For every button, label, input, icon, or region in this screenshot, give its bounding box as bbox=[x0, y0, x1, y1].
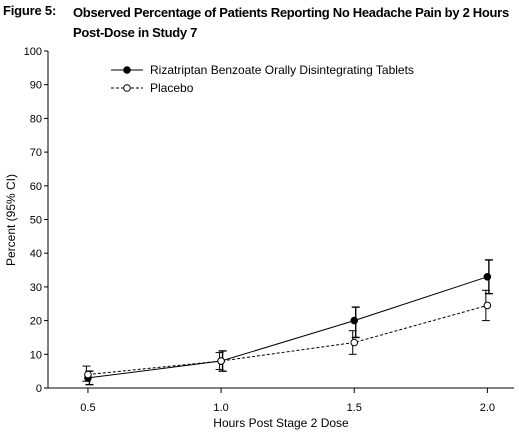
y-tick-label: 50 bbox=[30, 215, 42, 227]
series-line-placebo bbox=[87, 304, 488, 376]
y-tick-label: 90 bbox=[30, 80, 42, 92]
y-tick-label: 10 bbox=[30, 349, 42, 361]
y-axis-label: Percent (95% CI) bbox=[4, 174, 18, 266]
data-point-placebo bbox=[84, 370, 92, 379]
x-tick-label: 2.0 bbox=[480, 402, 495, 414]
data-point-placebo bbox=[483, 301, 492, 310]
legend-label: Rizatriptan Benzoate Orally Disintegrati… bbox=[150, 63, 414, 77]
data-point-rizatriptan bbox=[350, 316, 359, 325]
y-tick-label: 40 bbox=[30, 248, 42, 260]
y-tick-label: 0 bbox=[36, 383, 42, 395]
series-line-rizatriptan bbox=[87, 276, 488, 379]
x-tick-label: 1.0 bbox=[213, 402, 228, 414]
axes: 0 10 20 30 40 50 60 70 80 90 100 0.5 1.0 1.5 2.0 bbox=[24, 46, 514, 414]
data-point-placebo bbox=[217, 357, 225, 365]
y-tick-label: 30 bbox=[30, 282, 42, 294]
legend-marker bbox=[123, 66, 131, 74]
figure-title: Observed Percentage of Patients Reportin… bbox=[73, 5, 509, 40]
legend-label: Placebo bbox=[150, 81, 194, 95]
legend-marker bbox=[123, 84, 131, 92]
data-point-placebo bbox=[350, 338, 359, 347]
y-tick-label: 20 bbox=[30, 316, 42, 328]
figure-header: Figure 5: Observed Percentage of Patient… bbox=[3, 3, 515, 43]
x-tick-label: 1.5 bbox=[347, 402, 362, 414]
y-tick-label: 60 bbox=[30, 181, 42, 193]
series-layer bbox=[82, 259, 493, 386]
data-point-rizatriptan bbox=[483, 272, 492, 281]
legend: Rizatriptan Benzoate Orally Disintegrati… bbox=[111, 63, 414, 95]
y-tick-label: 80 bbox=[30, 113, 42, 125]
y-tick-label: 70 bbox=[30, 147, 42, 159]
figure-label: Figure 5: bbox=[3, 3, 57, 18]
x-tick-label: 0.5 bbox=[80, 402, 95, 414]
x-axis-label: Hours Post Stage 2 Dose bbox=[213, 416, 349, 430]
y-tick-label: 100 bbox=[24, 46, 42, 58]
